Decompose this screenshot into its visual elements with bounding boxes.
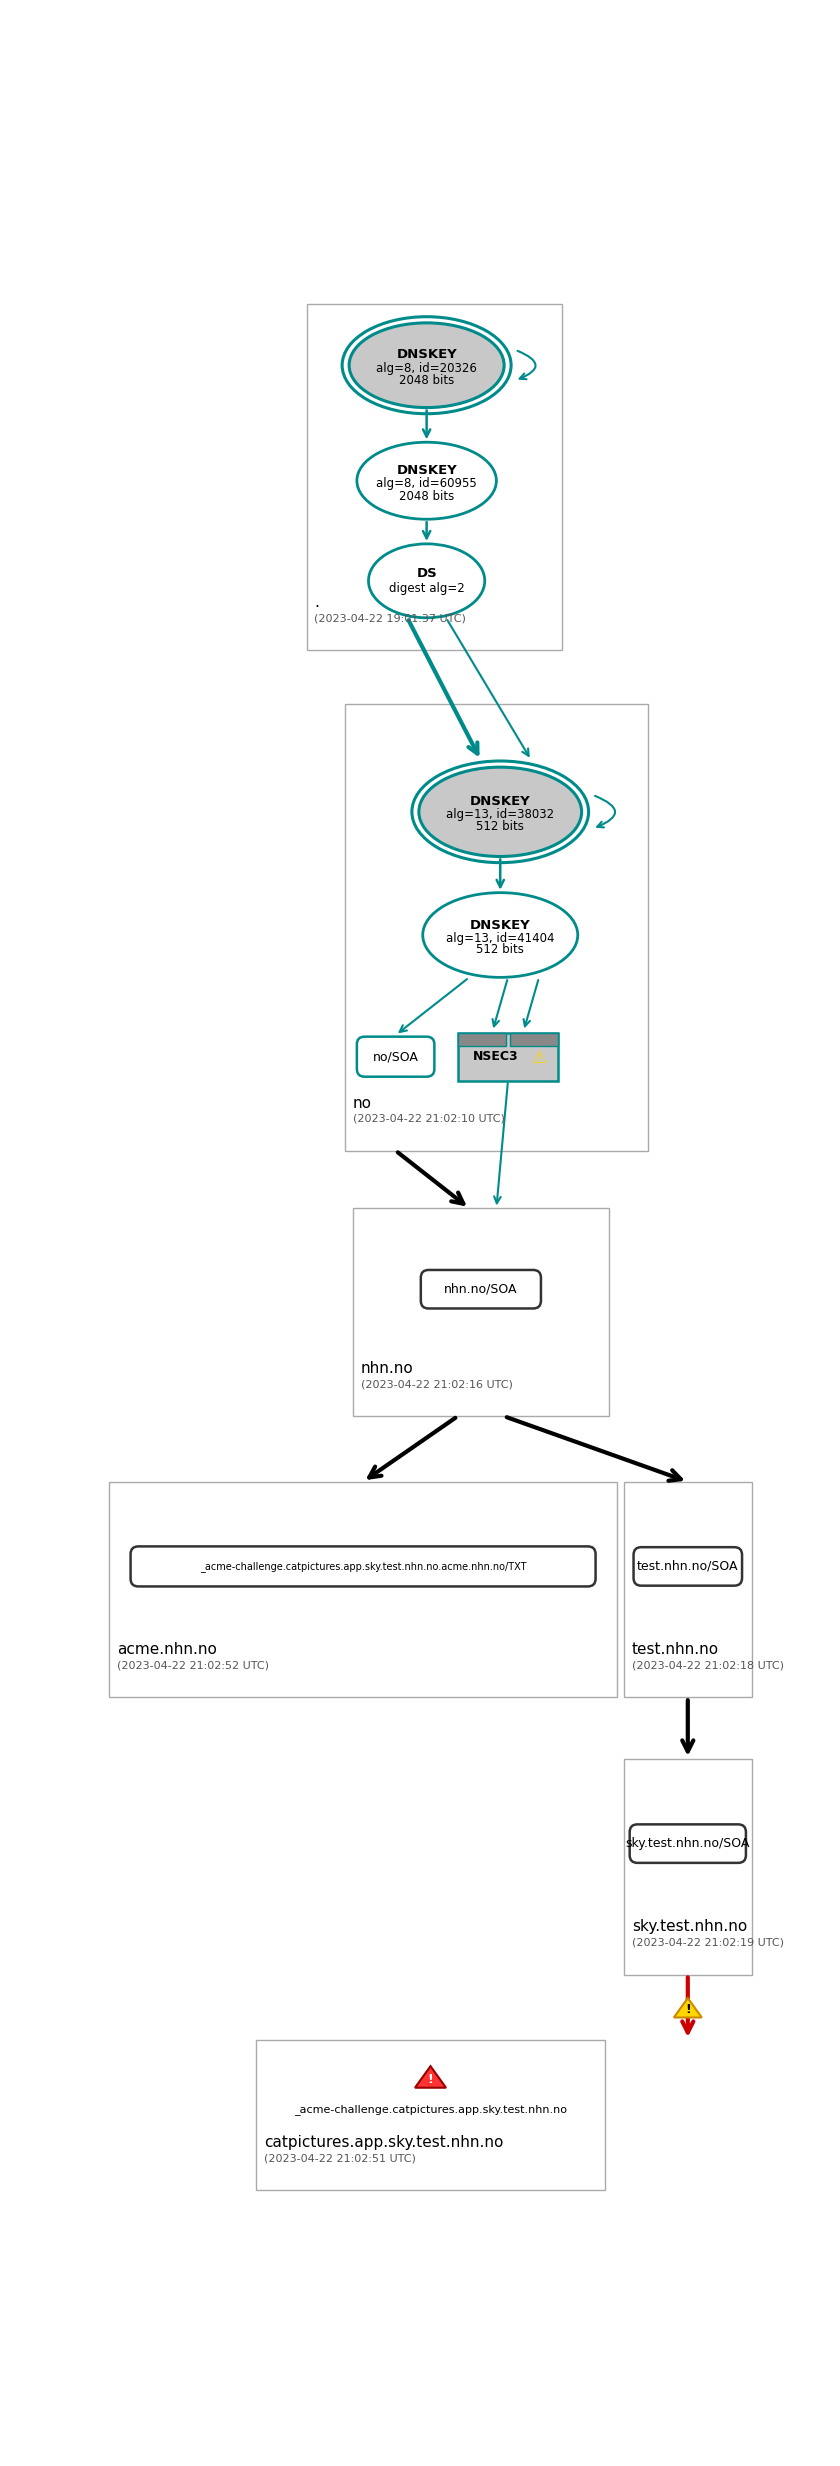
FancyBboxPatch shape	[130, 1546, 596, 1586]
Text: alg=8, id=20326: alg=8, id=20326	[376, 363, 477, 375]
Bar	[109, 1482, 617, 1697]
Text: 512 bits: 512 bits	[476, 821, 524, 834]
Text: acme.nhn.no: acme.nhn.no	[117, 1642, 217, 1657]
Ellipse shape	[369, 545, 485, 619]
Text: !: !	[685, 2002, 690, 2017]
Text: test.nhn.no: test.nhn.no	[632, 1642, 719, 1657]
Text: 2048 bits: 2048 bits	[399, 375, 454, 387]
Text: nhn.no: nhn.no	[360, 1361, 413, 1376]
Text: nhn.no/SOA: nhn.no/SOA	[444, 1282, 517, 1295]
Bar	[510, 1033, 559, 1046]
Text: DS: DS	[417, 567, 437, 580]
Text: digest alg=2: digest alg=2	[389, 582, 465, 594]
Text: _acme-challenge.catpictures.app.sky.test.nhn.no: _acme-challenge.catpictures.app.sky.test…	[294, 2103, 567, 2116]
Text: sky.test.nhn.no: sky.test.nhn.no	[632, 1919, 748, 1933]
Polygon shape	[415, 2067, 446, 2089]
FancyBboxPatch shape	[630, 1825, 746, 1862]
Text: (2023-04-22 21:02:10 UTC): (2023-04-22 21:02:10 UTC)	[353, 1115, 505, 1124]
Text: NSEC3: NSEC3	[473, 1051, 518, 1063]
Ellipse shape	[349, 323, 504, 407]
Polygon shape	[674, 1997, 701, 2017]
Text: _acme-challenge.catpictures.app.sky.test.nhn.no.acme.nhn.no/TXT: _acme-challenge.catpictures.app.sky.test…	[200, 1561, 527, 1571]
Text: 512 bits: 512 bits	[476, 942, 524, 957]
Text: !: !	[428, 2074, 433, 2086]
Text: catpictures.app.sky.test.nhn.no: catpictures.app.sky.test.nhn.no	[264, 2136, 503, 2150]
Bar	[624, 1482, 752, 1697]
Bar	[458, 1033, 559, 1080]
Text: no: no	[353, 1095, 372, 1110]
Bar	[307, 303, 562, 651]
Bar	[353, 1208, 609, 1415]
FancyBboxPatch shape	[421, 1270, 541, 1309]
FancyBboxPatch shape	[633, 1546, 742, 1586]
Text: (2023-04-22 19:01:37 UTC): (2023-04-22 19:01:37 UTC)	[314, 614, 466, 624]
FancyBboxPatch shape	[357, 1036, 434, 1078]
Text: 2048 bits: 2048 bits	[399, 491, 454, 503]
Text: ⚠: ⚠	[532, 1048, 547, 1068]
Ellipse shape	[423, 893, 578, 977]
Text: .: .	[314, 594, 319, 609]
Text: no/SOA: no/SOA	[373, 1051, 418, 1063]
Text: (2023-04-22 21:02:18 UTC): (2023-04-22 21:02:18 UTC)	[632, 1660, 784, 1669]
Bar	[256, 2039, 605, 2190]
Text: DNSKEY: DNSKEY	[396, 348, 457, 360]
Text: alg=13, id=41404: alg=13, id=41404	[446, 932, 554, 944]
Text: alg=13, id=38032: alg=13, id=38032	[446, 809, 554, 821]
Ellipse shape	[419, 767, 581, 856]
Bar	[345, 703, 648, 1152]
Text: (2023-04-22 21:02:52 UTC): (2023-04-22 21:02:52 UTC)	[117, 1660, 269, 1669]
Ellipse shape	[357, 441, 496, 520]
Text: alg=8, id=60955: alg=8, id=60955	[376, 478, 477, 491]
Text: DNSKEY: DNSKEY	[470, 794, 531, 806]
Bar	[624, 1758, 752, 1975]
Text: DNSKEY: DNSKEY	[470, 917, 531, 932]
Text: (2023-04-22 21:02:19 UTC): (2023-04-22 21:02:19 UTC)	[632, 1938, 784, 1948]
Text: (2023-04-22 21:02:16 UTC): (2023-04-22 21:02:16 UTC)	[360, 1378, 512, 1388]
Text: sky.test.nhn.no/SOA: sky.test.nhn.no/SOA	[626, 1837, 750, 1850]
Text: DNSKEY: DNSKEY	[396, 464, 457, 478]
Bar	[458, 1033, 506, 1046]
Text: (2023-04-22 21:02:51 UTC): (2023-04-22 21:02:51 UTC)	[264, 2153, 416, 2163]
Text: test.nhn.no/SOA: test.nhn.no/SOA	[637, 1561, 738, 1573]
